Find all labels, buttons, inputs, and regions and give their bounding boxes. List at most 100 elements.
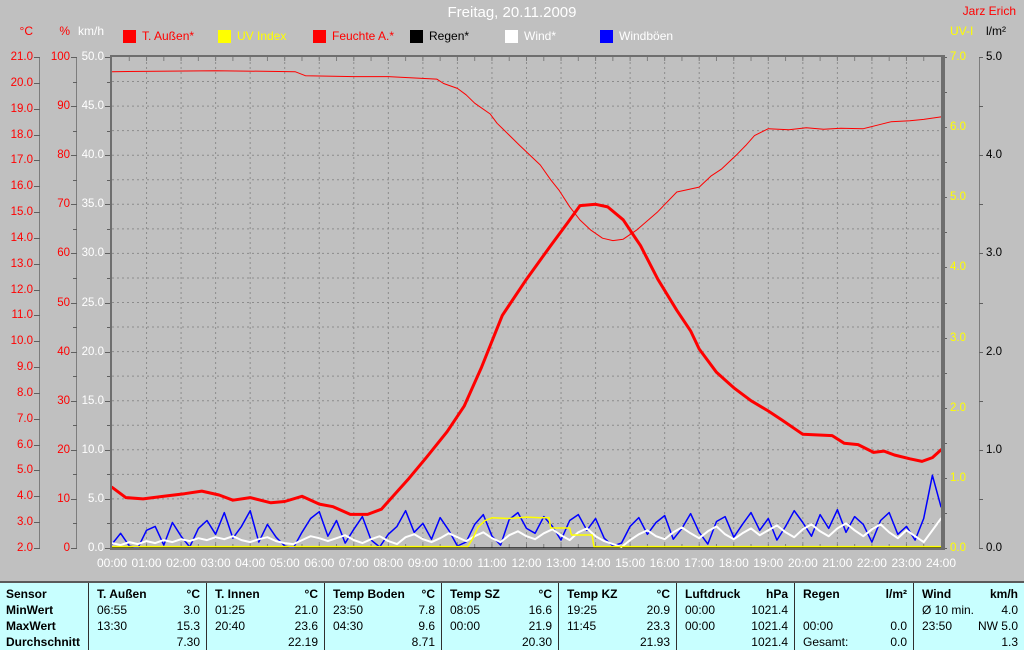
axis-label-wind_kmh: 30.0 — [81, 247, 104, 260]
axis-unit-humidity_pct: % — [59, 24, 70, 38]
min-value: 08:05 16.6 — [442, 602, 558, 618]
axis-tick-rain_lm2 — [979, 57, 983, 58]
axis-label-wind_kmh: 25.0 — [81, 296, 104, 309]
axis-label-uv_index: 6.0 — [950, 121, 966, 134]
max-value-value: 15.3 — [176, 619, 200, 633]
axis-label-humidity_pct: 100 — [50, 51, 70, 63]
x-axis-label: 16:00 — [649, 556, 680, 570]
max-value-label: 00:00 — [450, 619, 481, 633]
axis-tick-uv_index — [943, 407, 947, 409]
legend-label: Wind* — [524, 29, 557, 43]
legend-item: UV Index — [218, 29, 286, 43]
sensor-header: T. Innen °C — [207, 586, 324, 602]
sensor-header-value: °C — [304, 587, 318, 601]
axis-minor-tick-rain_lm2 — [979, 498, 983, 500]
axis-label-uv_index: 0.0 — [950, 542, 966, 554]
table-column-temp-kz: Temp KZ °C 19:25 20.9 11:45 23.3 21.93 — [558, 583, 676, 653]
axis-label-temp_c: 13.0 — [10, 257, 33, 270]
max-value-label: 13:30 — [97, 619, 128, 633]
axis-minor-tick-uv_index — [943, 232, 947, 234]
axis-tick-wind_kmh — [105, 106, 111, 108]
min-value-value: 1021.4 — [751, 603, 788, 617]
x-axis-label: 21:00 — [822, 556, 853, 570]
axis-minor-tick-wind_kmh — [107, 327, 111, 329]
axis-minor-tick-uv_index — [943, 442, 947, 444]
x-axis-label: 09:00 — [407, 556, 438, 570]
axis-tick-rain_lm2 — [979, 548, 983, 549]
axis-tick-temp_c — [34, 82, 40, 84]
axis-minor-tick-wind_kmh — [107, 376, 111, 378]
axis-minor-tick-wind_kmh — [107, 81, 111, 83]
average-value-value: 20.30 — [521, 635, 552, 649]
axis-unit-temp_c: °C — [19, 24, 33, 38]
max-value-label: 00:00 — [803, 619, 834, 633]
min-value: 01:25 21.0 — [207, 602, 324, 618]
legend-label: Feuchte A.* — [332, 29, 395, 43]
x-axis-label: 01:00 — [131, 556, 162, 570]
max-value-label: 00:00 — [685, 619, 716, 633]
axis-label-temp_c: 18.0 — [10, 128, 33, 141]
max-value-value: 0.0 — [890, 619, 907, 633]
axis-minor-tick-rain_lm2 — [979, 204, 983, 206]
x-axis-label: 04:00 — [235, 556, 266, 570]
table-column-wind: Wind km/h Ø 10 min. 4.0 23:50 NW 5.0 1.3 — [913, 583, 1024, 653]
axis-tick-wind_kmh — [105, 498, 111, 500]
legend-swatch-icon — [600, 29, 613, 43]
legend-swatch-icon — [313, 29, 326, 43]
min-value-value: 20.9 — [646, 603, 670, 617]
average-value: 20.30 — [442, 634, 558, 650]
sensor-header-value: km/h — [989, 587, 1018, 601]
sensor-header-label: Temp Boden — [333, 587, 405, 601]
axis-tick-uv_index — [943, 197, 947, 199]
max-value: 00:00 0.0 — [795, 618, 913, 634]
average-value: 1021.4 — [677, 634, 794, 650]
axis-tick-wind_kmh — [105, 57, 111, 58]
axis-tick-humidity_pct — [71, 449, 77, 451]
axis-label-uv_index: 2.0 — [950, 401, 966, 414]
axis-label-temp_c: 16.0 — [10, 180, 33, 193]
max-value: 04:30 9.6 — [325, 618, 441, 634]
axis-tick-humidity_pct — [71, 548, 77, 549]
axis-label-temp_c: 19.0 — [10, 102, 33, 115]
axis-minor-tick-humidity_pct — [73, 523, 77, 525]
table-row-label: Sensor — [6, 587, 47, 601]
plot-area — [110, 55, 945, 550]
x-axis-label: 05:00 — [269, 556, 300, 570]
axis-tick-uv_index — [943, 548, 947, 549]
axis-minor-tick-rain_lm2 — [979, 106, 983, 108]
axis-label-temp_c: 21.0 — [10, 51, 33, 63]
x-axis-label: 03:00 — [200, 556, 231, 570]
axis-label-humidity_pct: 70 — [57, 198, 70, 211]
table-column-temp-boden: Temp Boden °C 23:50 7.8 04:30 9.6 8.71 — [324, 583, 441, 653]
sensor-header-label: Temp KZ — [567, 587, 618, 601]
min-value — [795, 602, 913, 618]
axis-label-rain_lm2: 1.0 — [986, 443, 1002, 456]
axis-tick-temp_c — [34, 444, 40, 446]
axis-label-uv_index: 4.0 — [950, 261, 966, 274]
axis-label-wind_kmh: 35.0 — [81, 198, 104, 211]
min-value-label: 23:50 — [333, 603, 364, 617]
axis-rail-temp_c — [39, 57, 40, 549]
max-value-label: 11:45 — [567, 619, 597, 633]
axis-tick-temp_c — [34, 186, 40, 188]
max-value-label: 04:30 — [333, 619, 364, 633]
axis-tick-temp_c — [34, 470, 40, 472]
sensor-header-label: Luftdruck — [685, 587, 741, 601]
x-axis-label: 20:00 — [787, 556, 818, 570]
max-value: 00:00 1021.4 — [677, 618, 794, 634]
axis-label-temp_c: 12.0 — [10, 283, 33, 296]
min-value-value: 4.0 — [1001, 603, 1018, 617]
sensor-header: Temp SZ °C — [442, 586, 558, 602]
average-value-value: 0.0 — [890, 635, 907, 649]
series-wind — [112, 517, 941, 548]
axis-tick-uv_index — [943, 337, 947, 339]
table-row-label: MaxWert — [6, 619, 56, 633]
table-row-label: Durchschnitt — [6, 635, 81, 649]
axis-minor-tick-humidity_pct — [73, 376, 77, 378]
average-value-value: 1021.4 — [751, 635, 788, 649]
series-uv-index — [112, 516, 941, 548]
axis-label-temp_c: 7.0 — [17, 412, 33, 425]
axis-label-humidity_pct: 90 — [57, 100, 70, 113]
axis-tick-humidity_pct — [71, 155, 77, 157]
